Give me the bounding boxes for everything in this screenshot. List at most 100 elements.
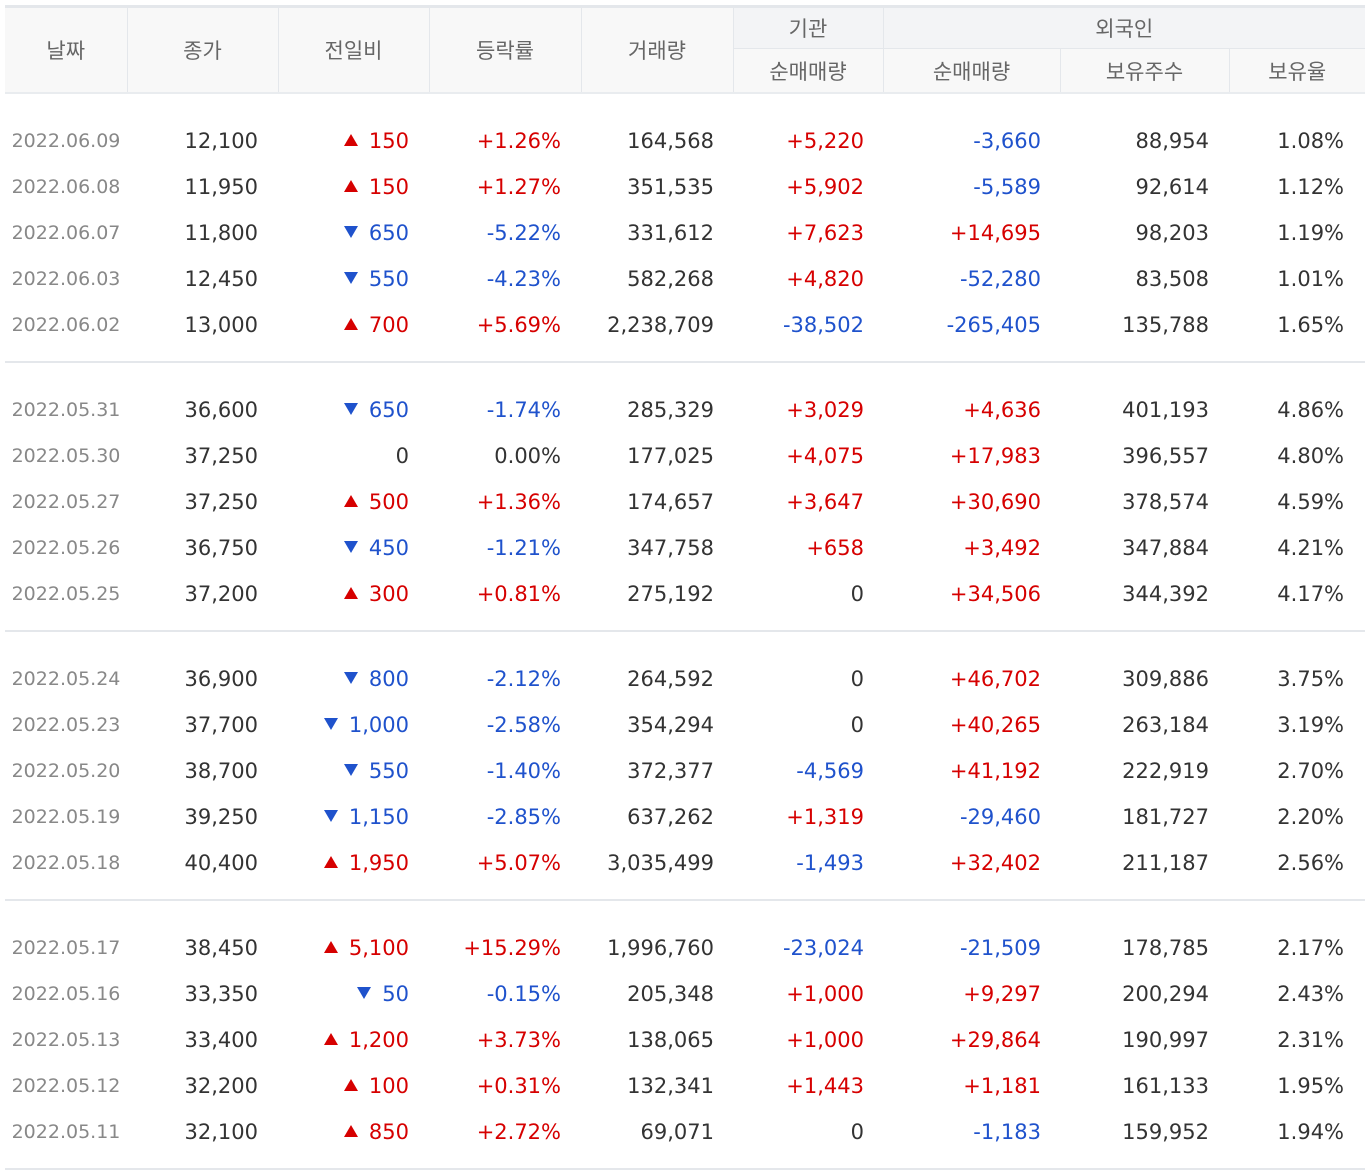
row-spacer bbox=[5, 900, 1365, 925]
cell-rate: +0.81% bbox=[476, 582, 561, 606]
cell-institution-net: +5,902 bbox=[786, 175, 864, 199]
cell-date: 2022.05.25 bbox=[11, 583, 121, 605]
cell-rate: -4.23% bbox=[486, 267, 561, 291]
table-row: 2022.05.12 32,200 100 +0.31% 132,341 +1,443 +1… bbox=[5, 1063, 1365, 1109]
cell-change: 450 bbox=[278, 525, 429, 571]
cell-foreign-ratio: 2.31% bbox=[1277, 1028, 1345, 1052]
cell-foreign-net: +40,265 bbox=[949, 713, 1041, 737]
triangle-up-icon bbox=[343, 1125, 358, 1137]
row-spacer bbox=[5, 886, 1365, 899]
cell-volume: 372,377 bbox=[627, 759, 714, 783]
cell-volume: 275,192 bbox=[627, 582, 714, 606]
cell-institution-net: +4,075 bbox=[786, 444, 864, 468]
cell-date: 2022.05.20 bbox=[11, 760, 121, 782]
table-row: 2022.05.11 32,100 850 +2.72% 69,071 0 -1,183 15… bbox=[5, 1109, 1365, 1155]
cell-date: 2022.06.07 bbox=[11, 222, 121, 244]
cell-close: 12,450 bbox=[184, 267, 258, 291]
cell-foreign-ratio: 4.59% bbox=[1277, 490, 1345, 514]
table-row: 2022.05.13 33,400 1,200 +3.73% 138,065 +1,000… bbox=[5, 1017, 1365, 1063]
cell-rate: -0.15% bbox=[486, 982, 561, 1006]
cell-foreign-holding: 396,557 bbox=[1122, 444, 1209, 468]
triangle-down-icon bbox=[343, 272, 358, 284]
cell-date: 2022.05.23 bbox=[11, 714, 121, 736]
header-date: 날짜 bbox=[5, 8, 128, 94]
cell-foreign-holding: 347,884 bbox=[1122, 536, 1209, 560]
cell-institution-net: 0 bbox=[850, 582, 864, 606]
triangle-down-icon bbox=[323, 718, 338, 730]
cell-close: 36,600 bbox=[184, 398, 258, 422]
cell-foreign-ratio: 4.80% bbox=[1277, 444, 1345, 468]
triangle-up-icon bbox=[323, 941, 338, 953]
cell-foreign-ratio: 1.65% bbox=[1277, 313, 1345, 337]
change-value: 650 bbox=[368, 221, 409, 245]
cell-foreign-ratio: 1.12% bbox=[1277, 175, 1345, 199]
table-row: 2022.05.30 37,250 0 0.00% 177,025 +4,075 +17,9… bbox=[5, 433, 1365, 479]
cell-change: 5,100 bbox=[278, 925, 429, 971]
cell-volume: 347,758 bbox=[627, 536, 714, 560]
cell-foreign-ratio: 2.70% bbox=[1277, 759, 1345, 783]
cell-rate: +3.73% bbox=[476, 1028, 561, 1052]
triangle-up-icon bbox=[343, 180, 358, 192]
cell-foreign-net: -265,405 bbox=[946, 313, 1041, 337]
cell-institution-net: +5,220 bbox=[786, 129, 864, 153]
cell-volume: 69,071 bbox=[640, 1120, 714, 1144]
cell-institution-net: +1,319 bbox=[786, 805, 864, 829]
header-foreign-net: 순매매량 bbox=[883, 48, 1061, 94]
cell-foreign-ratio: 2.20% bbox=[1277, 805, 1345, 829]
cell-foreign-holding: 92,614 bbox=[1135, 175, 1209, 199]
cell-foreign-net: +46,702 bbox=[949, 667, 1041, 691]
cell-date: 2022.05.31 bbox=[11, 399, 121, 421]
cell-close: 11,800 bbox=[184, 221, 258, 245]
cell-volume: 3,035,499 bbox=[607, 851, 714, 875]
cell-rate: +0.31% bbox=[476, 1074, 561, 1098]
cell-foreign-holding: 200,294 bbox=[1122, 982, 1209, 1006]
cell-institution-net: +7,623 bbox=[786, 221, 864, 245]
cell-foreign-net: +30,690 bbox=[949, 490, 1041, 514]
row-spacer bbox=[5, 631, 1365, 656]
cell-foreign-ratio: 1.01% bbox=[1277, 267, 1345, 291]
cell-close: 32,200 bbox=[184, 1074, 258, 1098]
cell-change: 50 bbox=[278, 971, 429, 1017]
cell-volume: 637,262 bbox=[627, 805, 714, 829]
cell-foreign-holding: 401,193 bbox=[1122, 398, 1209, 422]
change-value: 450 bbox=[368, 536, 409, 560]
cell-date: 2022.05.18 bbox=[11, 852, 121, 874]
cell-rate: -2.12% bbox=[486, 667, 561, 691]
cell-close: 13,000 bbox=[184, 313, 258, 337]
table-row: 2022.06.08 11,950 150 +1.27% 351,535 +5,902 -5… bbox=[5, 164, 1365, 210]
row-spacer bbox=[5, 348, 1365, 361]
row-spacer bbox=[5, 1155, 1365, 1168]
cell-volume: 164,568 bbox=[627, 129, 714, 153]
cell-close: 32,100 bbox=[184, 1120, 258, 1144]
cell-rate: +1.26% bbox=[476, 129, 561, 153]
cell-date: 2022.05.12 bbox=[11, 1075, 121, 1097]
cell-foreign-ratio: 2.43% bbox=[1277, 982, 1345, 1006]
change-value: 300 bbox=[368, 582, 409, 606]
cell-date: 2022.05.16 bbox=[11, 983, 121, 1005]
cell-foreign-holding: 88,954 bbox=[1135, 129, 1209, 153]
change-value: 550 bbox=[368, 759, 409, 783]
table-row: 2022.05.25 37,200 300 +0.81% 275,192 0 +34,506… bbox=[5, 571, 1365, 617]
cell-foreign-holding: 135,788 bbox=[1122, 313, 1209, 337]
cell-date: 2022.05.24 bbox=[11, 668, 121, 690]
cell-rate: -1.74% bbox=[486, 398, 561, 422]
triangle-up-icon bbox=[343, 1079, 358, 1091]
cell-rate: +5.07% bbox=[476, 851, 561, 875]
cell-change: 1,000 bbox=[278, 702, 429, 748]
row-spacer bbox=[5, 362, 1365, 387]
cell-volume: 2,238,709 bbox=[607, 313, 714, 337]
cell-close: 11,950 bbox=[184, 175, 258, 199]
cell-foreign-net: +29,864 bbox=[949, 1028, 1041, 1052]
cell-rate: -2.85% bbox=[486, 805, 561, 829]
triangle-up-icon bbox=[343, 134, 358, 146]
cell-volume: 285,329 bbox=[627, 398, 714, 422]
cell-institution-net: +3,029 bbox=[786, 398, 864, 422]
cell-close: 37,200 bbox=[184, 582, 258, 606]
cell-change: 700 bbox=[278, 302, 429, 348]
cell-rate: +1.36% bbox=[476, 490, 561, 514]
cell-foreign-net: +17,983 bbox=[949, 444, 1041, 468]
triangle-up-icon bbox=[323, 856, 338, 868]
cell-rate: +1.27% bbox=[476, 175, 561, 199]
cell-foreign-holding: 83,508 bbox=[1135, 267, 1209, 291]
change-value: 150 bbox=[368, 175, 409, 199]
